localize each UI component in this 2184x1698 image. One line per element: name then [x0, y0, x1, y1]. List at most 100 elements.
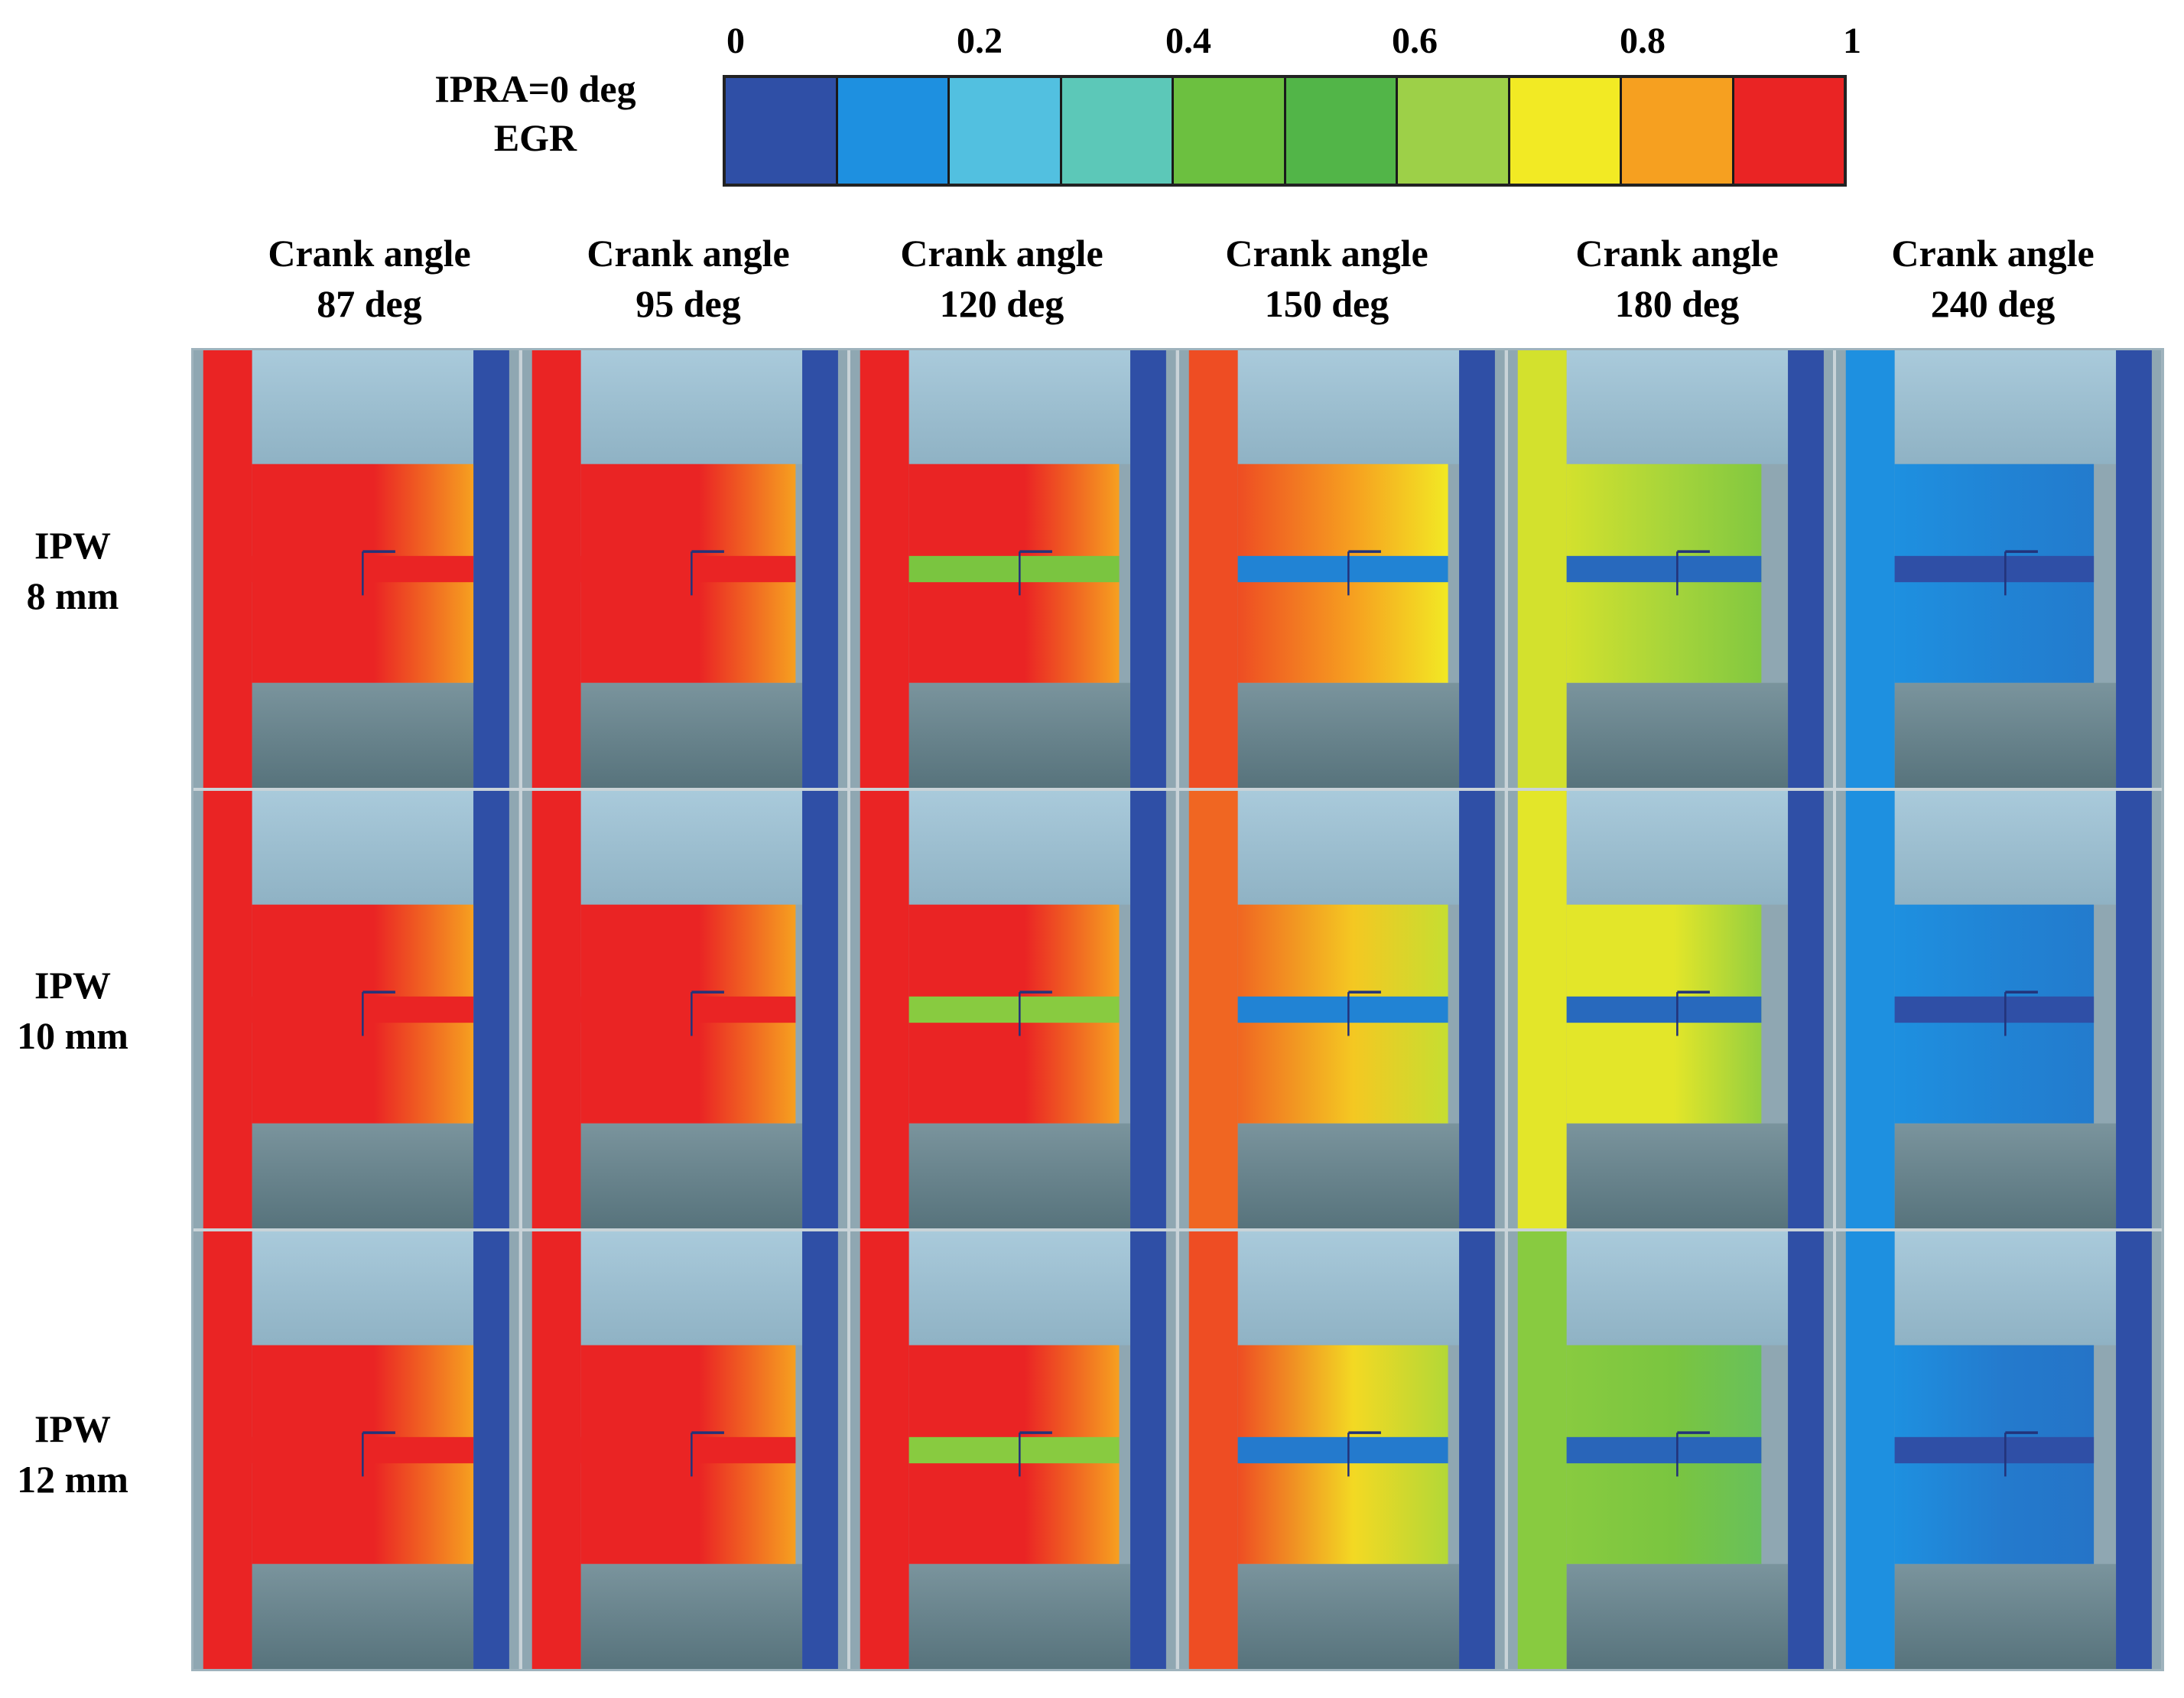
upper-wall [908, 350, 1131, 464]
colorbar-segment [1734, 78, 1844, 184]
right-port [1130, 350, 1167, 788]
upper-wall [908, 791, 1131, 905]
legend-title-ipra: IPRA=0 deg [434, 67, 636, 110]
right-port [2116, 791, 2153, 1228]
center-channel [1894, 996, 2095, 1023]
axis-marker-icon [690, 550, 724, 596]
row-header-8mm: IPW 8 mm [8, 520, 138, 621]
col-header-angle: 240 deg [1930, 282, 2056, 325]
right-port [473, 791, 509, 1228]
right-port [1130, 791, 1167, 1228]
upper-wall [252, 1231, 474, 1345]
upper-wall [1566, 350, 1788, 464]
lower-wall [580, 1563, 802, 1669]
colorbar-segment [1622, 78, 1734, 184]
contour-cell [850, 791, 1176, 1228]
left-port [1846, 791, 1895, 1228]
left-port [860, 1231, 909, 1669]
col-header-label: Crank angle [587, 232, 790, 275]
contour-cell [1507, 1231, 1834, 1669]
col-header-label: Crank angle [1225, 232, 1428, 275]
contour-cell [1178, 1231, 1505, 1669]
right-port [801, 791, 838, 1228]
lower-wall [580, 1123, 802, 1228]
upper-wall [1894, 1231, 2117, 1345]
lower-wall [908, 682, 1131, 788]
contour-cell [850, 1231, 1176, 1669]
right-port [1459, 1231, 1495, 1669]
left-port [1188, 350, 1238, 788]
contour-cell [1507, 791, 1834, 1228]
col-header-120: Crank angle 120 deg [856, 228, 1147, 329]
axis-marker-icon [2004, 550, 2039, 596]
row-header-label: IPW [34, 964, 111, 1007]
axis-marker-icon [1019, 550, 1053, 596]
col-header-240: Crank angle 240 deg [1848, 228, 2138, 329]
center-channel [1237, 1436, 1448, 1464]
colorbar-tick-2: 0.4 [1165, 21, 1211, 61]
col-header-87: Crank angle 87 deg [224, 228, 515, 329]
right-port [1787, 791, 1824, 1228]
lower-wall [1894, 1563, 2117, 1669]
axis-marker-icon [690, 990, 724, 1036]
axis-marker-icon [1675, 550, 1710, 596]
right-port [473, 350, 509, 788]
center-channel [908, 996, 1120, 1023]
colorbar-segment [1285, 78, 1398, 184]
axis-marker-icon [1347, 550, 1381, 596]
left-port [531, 1231, 581, 1669]
upper-wall [1894, 350, 2117, 464]
lower-wall [1894, 1123, 2117, 1228]
left-port [1517, 350, 1567, 788]
colorbar-segment [1398, 78, 1510, 184]
legend-title-egr: EGR [493, 116, 577, 159]
contour-cell [1836, 350, 2162, 788]
left-port [1517, 1231, 1567, 1669]
right-port [801, 1231, 838, 1669]
axis-marker-icon [1675, 990, 1710, 1036]
axis-marker-icon [362, 550, 395, 596]
lower-wall [1237, 1123, 1460, 1228]
upper-wall [1566, 1231, 1788, 1345]
contour-cell [1836, 791, 2162, 1228]
upper-wall [1237, 791, 1460, 905]
col-header-angle: 150 deg [1264, 282, 1389, 325]
colorbar-tick-5: 1 [1843, 21, 1861, 61]
row-header-width: 12 mm [17, 1458, 128, 1501]
left-port [860, 350, 909, 788]
right-port [1130, 1231, 1167, 1669]
left-port [1188, 791, 1238, 1228]
col-header-label: Crank angle [1891, 232, 2095, 275]
right-port [1459, 350, 1495, 788]
lower-wall [908, 1123, 1131, 1228]
colorbar-tick-1: 0.2 [957, 21, 1003, 61]
colorbar-tick-0: 0 [726, 21, 745, 61]
col-header-95: Crank angle 95 deg [543, 228, 834, 329]
col-header-180: Crank angle 180 deg [1532, 228, 1822, 329]
upper-wall [908, 1231, 1131, 1345]
axis-marker-icon [2004, 1431, 2039, 1477]
colorbar-segment [1061, 78, 1174, 184]
contour-grid [191, 348, 2164, 1671]
row-header-label: IPW [34, 1407, 111, 1450]
axis-marker-icon [362, 1431, 395, 1477]
right-port [1787, 350, 1824, 788]
contour-cell [193, 791, 519, 1228]
contour-cell [522, 1231, 848, 1669]
contour-cell [522, 350, 848, 788]
contour-cell [1178, 350, 1505, 788]
axis-marker-icon [1347, 1431, 1381, 1477]
col-header-angle: 180 deg [1614, 282, 1740, 325]
lower-wall [1237, 1563, 1460, 1669]
axis-marker-icon [1019, 1431, 1053, 1477]
col-header-150: Crank angle 150 deg [1181, 228, 1472, 329]
contour-cell [193, 350, 519, 788]
colorbar-segment [950, 78, 1062, 184]
row-header-width: 8 mm [26, 574, 119, 617]
col-header-label: Crank angle [268, 232, 471, 275]
lower-wall [1566, 1563, 1788, 1669]
left-port [203, 350, 252, 788]
axis-marker-icon [690, 1431, 724, 1477]
lower-wall [580, 682, 802, 788]
center-channel [908, 1436, 1120, 1464]
